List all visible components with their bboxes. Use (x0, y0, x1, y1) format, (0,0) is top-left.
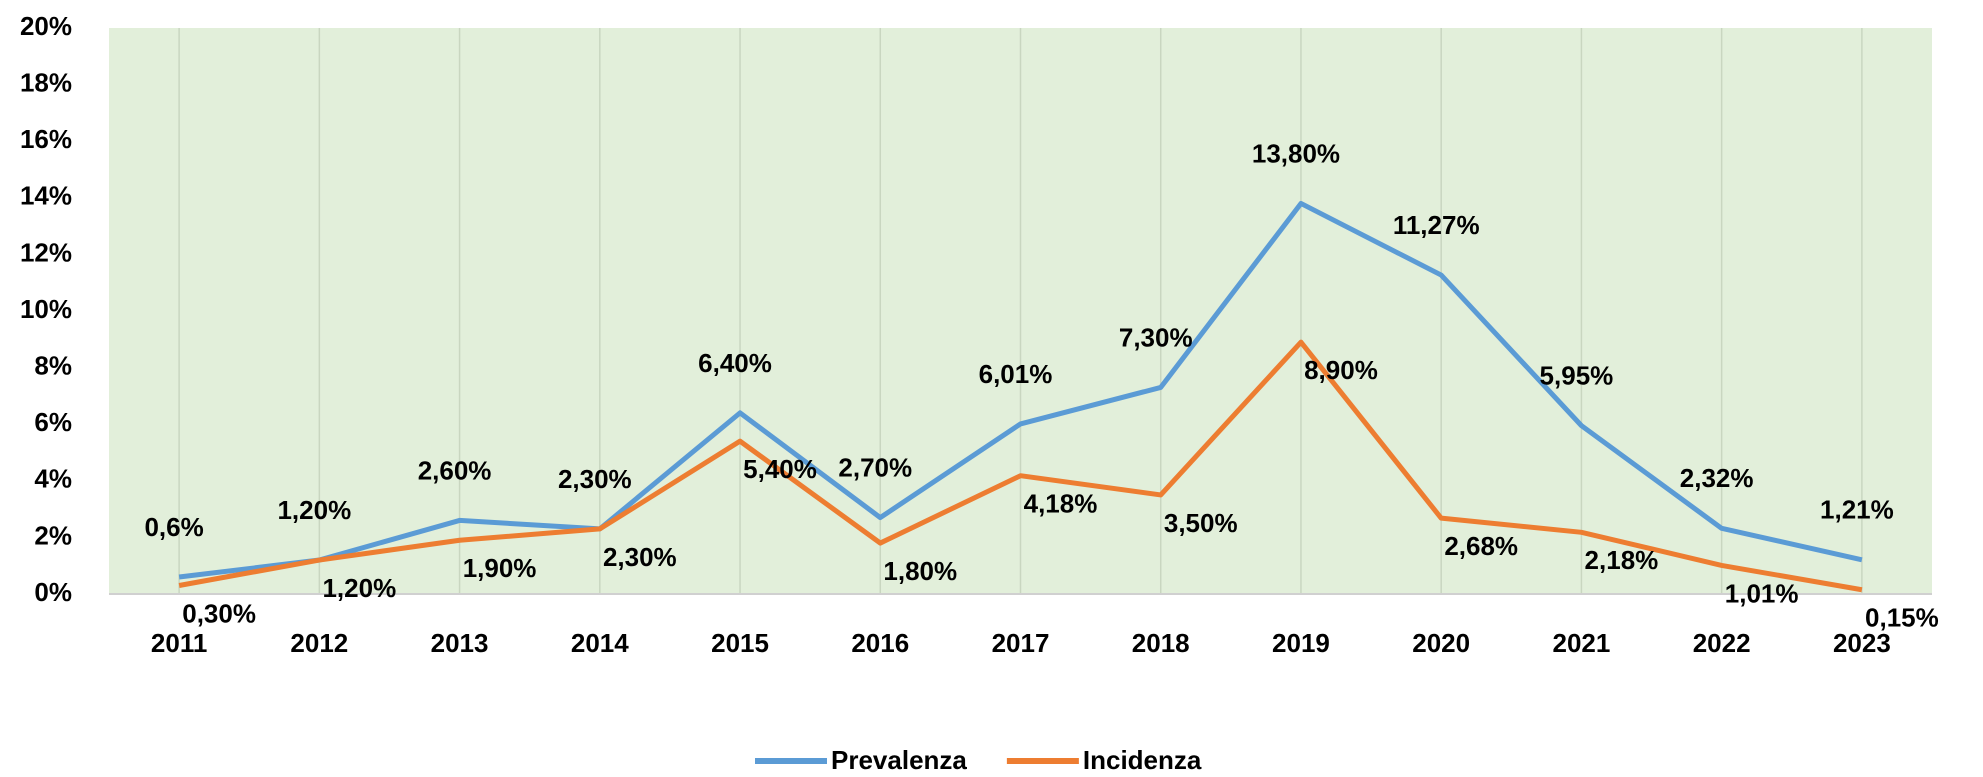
series-line (178, 200, 1863, 580)
data-label: 1,21% (1820, 495, 1894, 525)
data-label: 0,30% (182, 598, 256, 628)
x-tick-label: 2022 (1693, 628, 1751, 658)
data-label: 2,60% (418, 455, 492, 485)
data-label: 1,90% (463, 553, 537, 583)
y-tick-label: 10% (20, 294, 72, 324)
y-tick-label: 12% (20, 237, 72, 267)
series-line (178, 339, 1863, 593)
x-tick-label: 2015 (711, 628, 769, 658)
x-tick-label: 2012 (290, 628, 348, 658)
data-label: 8,90% (1304, 355, 1378, 385)
data-label: 1,01% (1725, 578, 1799, 608)
x-tick-label: 2023 (1833, 628, 1891, 658)
y-tick-label: 8% (34, 350, 72, 380)
y-tick-label: 14% (20, 181, 72, 211)
data-label: 5,95% (1540, 360, 1614, 390)
x-tick-label: 2011 (151, 628, 207, 658)
data-label: 1,20% (277, 495, 351, 525)
x-tick-label: 2013 (431, 628, 489, 658)
x-tick-label: 2017 (992, 628, 1050, 658)
y-tick-label: 6% (34, 407, 72, 437)
data-label: 3,50% (1164, 508, 1238, 538)
data-label: 2,68% (1444, 531, 1518, 561)
data-label: 0,6% (144, 512, 203, 542)
data-label: 11,27% (1393, 210, 1480, 240)
data-label: 1,80% (883, 556, 957, 586)
data-label: 2,30% (558, 464, 632, 494)
data-label: 7,30% (1119, 322, 1193, 352)
data-label: 1,20% (322, 573, 396, 603)
data-label: 2,30% (603, 542, 677, 572)
data-label: 13,80% (1252, 138, 1340, 168)
data-label: 4,18% (1024, 489, 1098, 519)
legend-label: Prevalenza (831, 745, 967, 775)
x-tick-label: 2018 (1132, 628, 1190, 658)
data-label: 5,40% (743, 454, 817, 484)
data-label: 2,32% (1680, 463, 1754, 493)
y-tick-label: 20% (20, 11, 72, 41)
y-tick-label: 0% (34, 577, 72, 607)
x-tick-label: 2014 (571, 628, 629, 658)
data-label: 2,18% (1585, 545, 1659, 575)
x-tick-label: 2021 (1553, 628, 1611, 658)
y-tick-label: 16% (20, 124, 72, 154)
x-tick-label: 2016 (851, 628, 909, 658)
data-label: 2,70% (838, 452, 912, 482)
y-tick-label: 4% (34, 464, 72, 494)
data-label: 6,40% (698, 348, 772, 378)
y-tick-label: 18% (20, 67, 72, 97)
x-tick-label: 2019 (1272, 628, 1330, 658)
legend-label: Incidenza (1083, 745, 1202, 775)
data-label: 0,15% (1865, 603, 1939, 633)
data-label: 6,01% (979, 359, 1053, 389)
x-tick-label: 2020 (1412, 628, 1470, 658)
y-tick-label: 2% (34, 520, 72, 550)
